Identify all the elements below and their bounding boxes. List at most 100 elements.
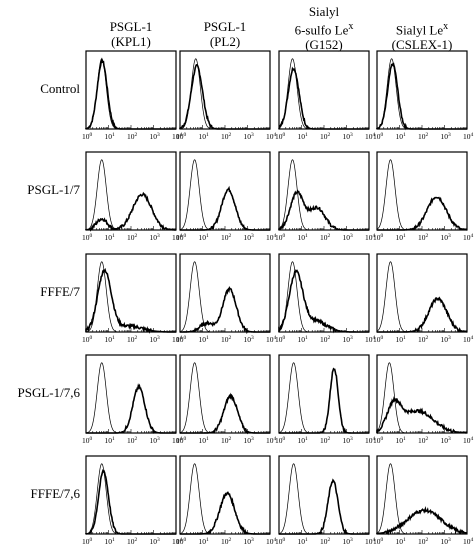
x-tick-base: 10 [105,335,113,344]
stained-histogram-line [278,189,369,231]
x-tick-label: 102 [221,132,232,141]
histogram-panel: 100 101 102 103 104 [82,455,183,546]
x-tick-base: 10 [172,233,180,242]
x-tick-exponent: 2 [229,233,232,239]
x-tick-exponent: 4 [274,436,277,442]
x-tick-exponent: 2 [426,233,429,239]
x-tick-exponent: 3 [350,233,353,239]
x-tick-label: 104 [266,537,277,546]
x-tick-label: 100 [373,233,384,242]
x-tick-label: 101 [199,335,210,344]
stained-histogram-line [85,267,176,334]
x-tick-exponent: 4 [180,335,183,341]
x-tick-base: 10 [82,132,90,141]
x-tick-label: 102 [221,537,232,546]
x-tick-label: 103 [441,436,452,445]
x-tick-label: 102 [320,335,331,344]
x-tick-exponent: 2 [328,233,331,239]
x-tick-label: 101 [298,233,309,242]
column-header-text: (KPL1) [111,34,151,49]
x-tick-base: 10 [127,233,135,242]
stained-histogram-line [180,491,270,535]
x-tick-label: 104 [463,335,474,344]
x-tick-label: 102 [320,436,331,445]
x-tick-exponent: 3 [251,436,254,442]
x-tick-base: 10 [441,335,449,344]
x-tick-label: 101 [298,537,309,546]
x-tick-label: 100 [373,537,384,546]
x-tick-exponent: 4 [471,233,474,239]
column-header-line: (KPL1) [79,34,183,49]
column-header-line: PSGL-1 [173,19,277,34]
stained-histogram-line [377,196,468,231]
stained-histogram-line [85,57,176,130]
x-tick-exponent: 1 [112,132,115,138]
x-tick-label: 102 [320,233,331,242]
x-tick-base: 10 [199,132,207,141]
column-header-text: (G152) [305,37,343,53]
x-tick-exponent: 3 [448,233,451,239]
x-tick-exponent: 0 [283,537,286,543]
x-tick-label: 103 [343,436,354,445]
x-tick-label: 100 [82,233,93,242]
x-tick-base: 10 [172,335,180,344]
x-tick-base: 10 [343,537,351,546]
x-tick-exponent: 4 [471,335,474,341]
x-tick-base: 10 [127,335,135,344]
column-header-superscript: x [443,21,449,32]
x-tick-label: 104 [365,436,376,445]
x-tick-base: 10 [343,436,351,445]
x-tick-exponent: 3 [448,436,451,442]
x-tick-base: 10 [244,537,252,546]
x-tick-exponent: 2 [426,132,429,138]
x-tick-label: 101 [105,537,116,546]
x-tick-label: 101 [105,335,116,344]
x-tick-exponent: 1 [112,537,115,543]
x-tick-label: 103 [343,537,354,546]
x-tick-base: 10 [365,132,373,141]
control-histogram-line [85,362,176,434]
row-label: Control [40,81,80,96]
x-tick-exponent: 0 [184,132,187,138]
x-tick-base: 10 [82,335,90,344]
x-tick-label: 100 [176,436,187,445]
x-tick-exponent: 3 [251,233,254,239]
x-tick-exponent: 3 [448,132,451,138]
x-tick-base: 10 [343,132,351,141]
x-tick-label: 102 [418,436,429,445]
control-histogram-line [376,261,467,333]
x-tick-label: 100 [176,233,187,242]
column-header-text: (CSLEX-1) [391,37,453,53]
x-tick-base: 10 [373,132,381,141]
x-tick-exponent: 2 [135,132,138,138]
x-tick-exponent: 0 [283,233,286,239]
x-tick-exponent: 4 [180,132,183,138]
x-tick-exponent: 0 [90,335,93,341]
x-tick-exponent: 0 [90,537,93,543]
x-tick-label: 100 [176,335,187,344]
panel-frame [85,151,177,231]
x-tick-exponent: 3 [251,335,254,341]
x-tick-base: 10 [105,436,113,445]
column-header-g152: Sialyl 6-sulfo Lex (G152) [272,4,376,52]
x-tick-exponent: 0 [90,233,93,239]
x-tick-base: 10 [176,335,184,344]
x-tick-base: 10 [176,436,184,445]
x-tick-base: 10 [176,537,184,546]
x-tick-label: 100 [82,537,93,546]
x-tick-label: 104 [266,436,277,445]
x-tick-exponent: 2 [229,436,232,442]
column-header-pl2: PSGL-1 (PL2) [173,19,277,49]
x-tick-exponent: 4 [373,233,376,239]
x-tick-base: 10 [105,132,113,141]
x-tick-base: 10 [266,436,274,445]
control-histogram-line [85,261,176,333]
histogram-panel: 100 101 102 103 104 [275,50,376,141]
x-tick-label: 100 [275,132,286,141]
x-tick-exponent: 1 [112,335,115,341]
x-tick-base: 10 [266,233,274,242]
x-tick-base: 10 [298,233,306,242]
x-tick-base: 10 [221,335,229,344]
x-tick-base: 10 [150,436,158,445]
x-tick-label: 102 [418,335,429,344]
